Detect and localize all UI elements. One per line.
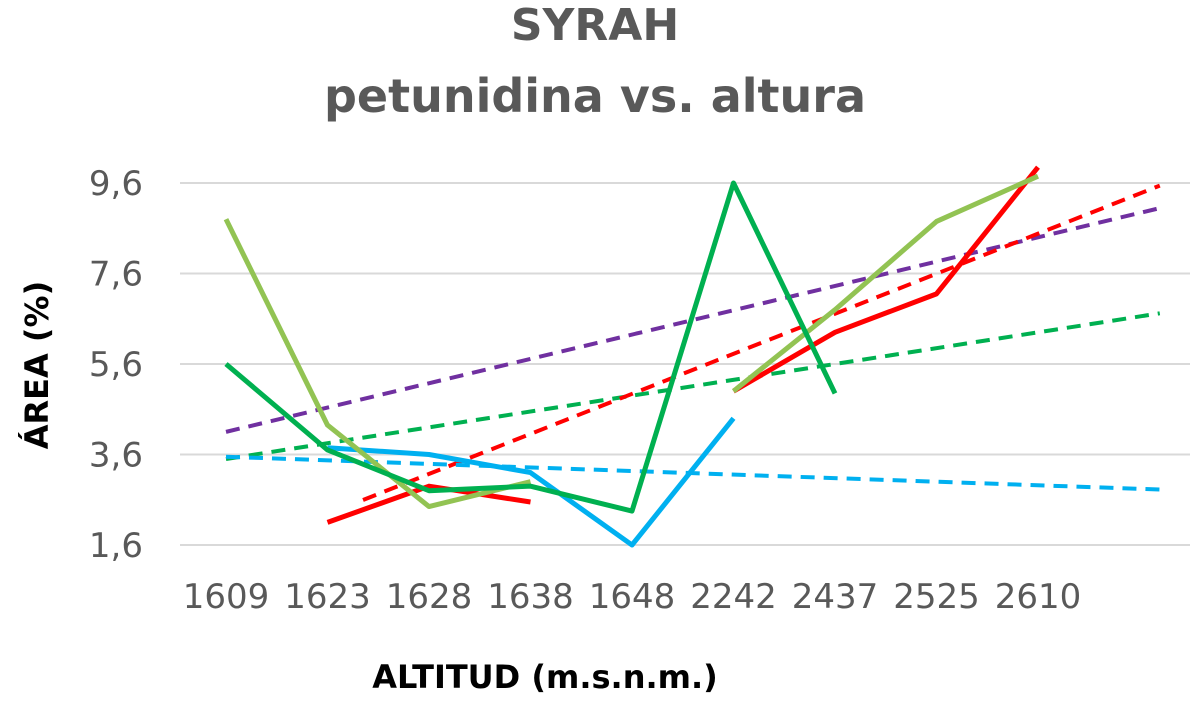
series-line [223,218,532,510]
series-line [732,165,1040,394]
series-line [326,483,531,525]
x-tick-label: 1623 [284,577,371,617]
x-axis-ticks: 1609 1623 1628 1638 1648 2242 2437 2525 2610 [183,577,1082,617]
trendline [225,454,1160,492]
series-lines [223,165,1161,548]
x-tick-label: 1638 [487,577,574,617]
gridlines [180,182,1190,546]
y-tick-label: 9,6 [89,164,143,204]
series-line [224,180,838,514]
y-axis-title: ÁREA (%) [18,281,56,449]
chart-title: SYRAH [511,0,679,51]
x-tick-label: 2610 [995,577,1082,617]
y-tick-label: 7,6 [89,255,143,295]
x-axis-title: ALTITUD (m.s.n.m.) [372,658,718,696]
series-line [327,416,736,548]
x-tick-label: 2437 [792,577,879,617]
x-tick-label: 2242 [690,577,777,617]
y-axis-ticks: 1,6 3,6 5,6 7,6 9,6 [89,164,143,566]
series-line [731,173,1040,394]
x-tick-label: 2525 [893,577,980,617]
chart-subtitle: petunidina vs. altura [324,69,866,123]
y-tick-label: 3,6 [89,436,143,476]
y-tick-label: 1,6 [89,526,143,566]
x-tick-label: 1628 [386,577,473,617]
trendline [362,183,1161,502]
trendline [225,311,1161,462]
x-tick-label: 1609 [183,577,270,617]
y-tick-label: 5,6 [89,345,143,385]
x-tick-label: 1648 [589,577,676,617]
